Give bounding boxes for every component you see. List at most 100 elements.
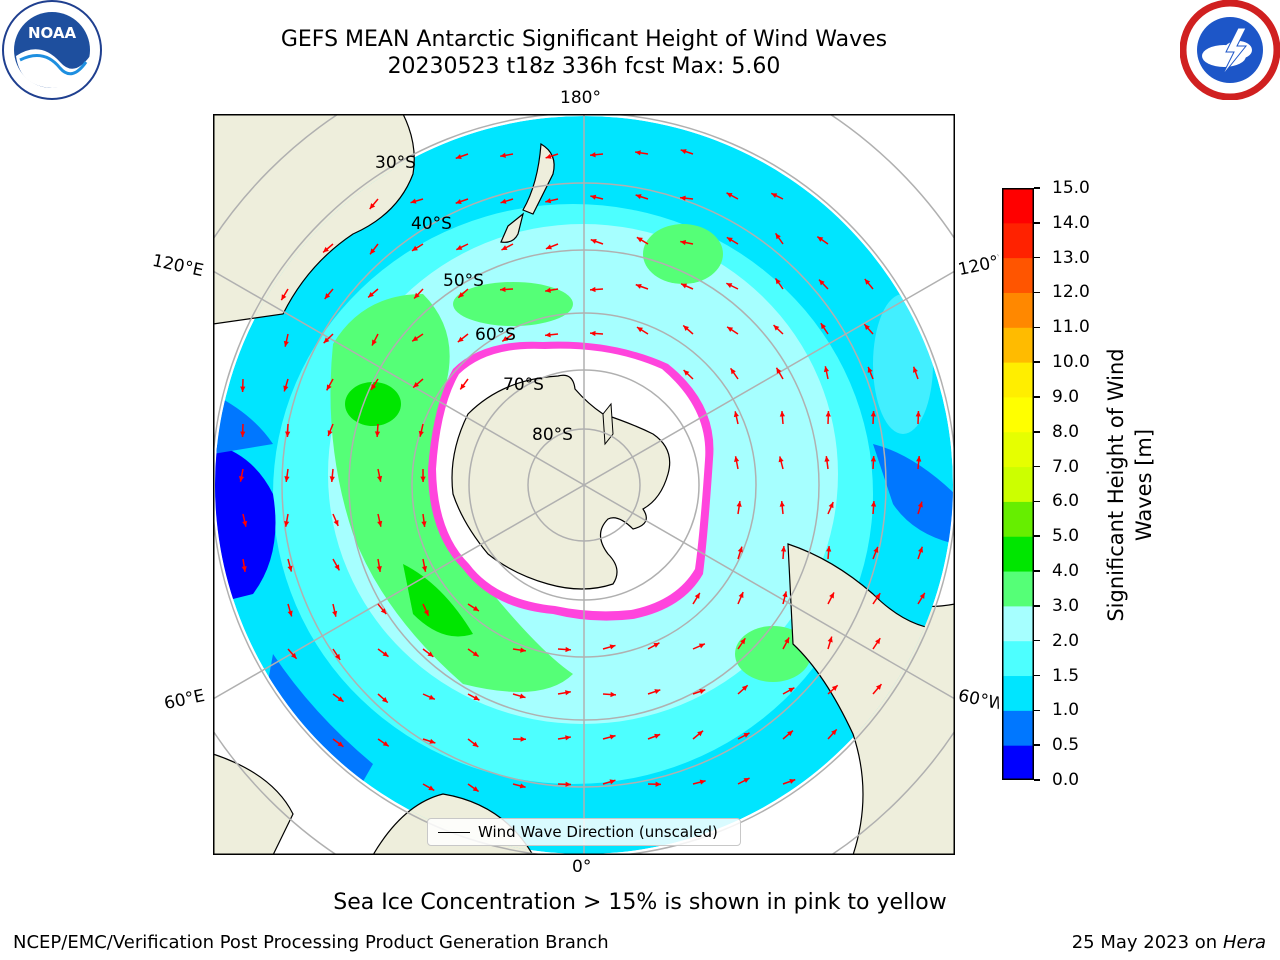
wind-wave-arrowhead <box>771 193 778 199</box>
wind-wave-arrowhead <box>609 734 616 740</box>
wind-wave-arrowhead <box>726 192 733 198</box>
wind-wave-arrowhead <box>240 431 246 437</box>
colorbar-segment <box>1002 571 1034 607</box>
wind-wave-arrowhead <box>776 367 782 374</box>
polar-map: 30°S 40°S 50°S 60°S 70°S 80°S <box>213 114 955 855</box>
wind-wave-arrowhead <box>870 501 877 507</box>
wind-wave-arrowhead <box>418 430 424 437</box>
wind-wave-arrowhead <box>500 286 506 293</box>
wind-wave-arrowhead <box>281 294 287 301</box>
wind-wave-arrowhead <box>590 238 597 244</box>
wind-wave-arrowhead <box>410 198 417 204</box>
footer-org: NCEP/EMC/Verification Post Processing Pr… <box>13 932 609 953</box>
wind-wave-arrowhead <box>683 370 690 376</box>
colorbar-tick-mark <box>1034 535 1040 537</box>
wind-wave-arrowhead <box>337 741 344 747</box>
colorbar-segment <box>1002 292 1034 328</box>
wind-wave-arrowhead <box>918 546 923 553</box>
wind-wave-arrowhead <box>377 475 383 482</box>
wind-wave-arrowhead <box>609 644 616 650</box>
chart-title: GEFS MEAN Antarctic Significant Height o… <box>280 27 888 52</box>
colorbar-tick-mark <box>1034 465 1040 468</box>
wind-wave-arrowhead <box>825 411 831 417</box>
wind-wave-arrowhead <box>727 326 734 333</box>
footer-date: 25 May 2023 on Hera <box>1072 932 1266 953</box>
wind-wave-arrowhead <box>412 336 419 342</box>
wind-wave-arrowhead <box>873 546 879 553</box>
wind-wave-arrowhead <box>782 591 788 598</box>
wind-wave-arrowhead <box>545 287 551 293</box>
wind-wave-arrowhead <box>726 237 733 243</box>
wind-wave-arrowhead <box>653 642 660 648</box>
lon-label-60e: 60°E <box>162 685 207 715</box>
wind-wave-arrowhead <box>680 149 687 155</box>
wind-wave-arrowhead <box>787 730 793 737</box>
wind-wave-arrowhead <box>380 608 387 615</box>
wind-wave-arrowhead <box>545 244 552 250</box>
wind-wave-arrowhead <box>545 332 551 338</box>
wind-wave-arrowhead <box>283 385 289 392</box>
wind-wave-arrowhead <box>730 368 736 375</box>
wind-wave-arrowhead <box>428 785 435 791</box>
wind-wave-arrowhead <box>472 786 479 792</box>
wind-wave-arrowhead <box>726 283 733 288</box>
wind-wave-arrowhead <box>238 475 245 482</box>
wind-wave-arrowhead <box>520 736 526 742</box>
colorbar-tick-label: 0.5 <box>1052 735 1080 756</box>
wind-wave-arrowhead <box>287 610 293 617</box>
wind-wave-arrowhead <box>789 778 796 784</box>
colorbar-tick-mark <box>1034 361 1040 363</box>
wind-wave-arrowhead <box>654 733 661 739</box>
wind-wave-arrowhead <box>372 339 377 346</box>
lat-label-50: 50°S <box>443 271 484 291</box>
wind-wave-arrowhead <box>775 233 781 240</box>
wind-wave-arrowhead <box>870 456 877 462</box>
colorbar-tick-label: 4.0 <box>1052 561 1080 582</box>
graticule <box>213 114 955 855</box>
wind-wave-arrowhead <box>413 382 419 388</box>
chart-subtitle: 20230523 t18z 336h fcst Max: 5.60 <box>387 54 781 79</box>
noaa-logo: NOAA <box>2 0 102 100</box>
wind-wave-arrowhead <box>370 248 376 255</box>
wind-wave-arrowhead <box>820 323 826 330</box>
wind-wave-arrowhead <box>635 150 641 156</box>
colorbar-tick-label: 0.0 <box>1052 770 1080 790</box>
colorbar-segment <box>1002 396 1034 433</box>
wind-wave-arrowhead <box>423 609 429 616</box>
colorbar-tick-mark <box>1034 570 1040 572</box>
wind-wave-arrowhead <box>829 592 834 599</box>
wind-wave-arrowhead <box>636 237 643 243</box>
wind-wave-arrowhead <box>779 501 785 507</box>
wind-wave-arrowhead <box>741 685 748 691</box>
wind-wave-arrowhead <box>828 502 834 509</box>
colorbar-tick-label: 1.5 <box>1052 665 1080 686</box>
wind-wave-arrowhead <box>240 386 246 392</box>
colorbar-tick-label: 6.0 <box>1052 491 1080 512</box>
wind-wave-arrowhead <box>590 152 596 158</box>
lat-label-60: 60°S <box>475 325 516 345</box>
wind-wave-arrowhead <box>775 278 781 285</box>
colorbar-tick-mark <box>1034 779 1040 781</box>
wind-wave-arrowhead <box>472 741 479 747</box>
wind-wave-arrowhead <box>867 366 873 373</box>
wind-wave-arrowhead <box>784 637 790 644</box>
lat-label-70: 70°S <box>503 375 544 395</box>
wind-wave-arrowhead <box>501 245 508 251</box>
wind-wave-arrowhead <box>827 636 833 643</box>
wind-wave-arrowhead <box>565 646 571 653</box>
map-legend: Wind Wave Direction (unscaled) <box>427 818 741 846</box>
wind-wave-arrowhead <box>456 245 463 250</box>
wind-wave-arrowhead <box>697 730 704 737</box>
wind-wave-arrowhead <box>590 330 596 337</box>
wind-wave-arrowhead <box>502 336 509 342</box>
wind-wave-arrowhead <box>778 456 784 463</box>
colorbar-tick-mark <box>1034 744 1040 746</box>
colorbar-tick-label: 11.0 <box>1052 317 1090 338</box>
colorbar-tick-mark <box>1034 187 1040 189</box>
wind-wave-arrowhead <box>565 690 571 696</box>
wind-wave-arrowhead <box>519 693 526 699</box>
colorbar-segment <box>1002 188 1034 224</box>
legend-label: Wind Wave Direction (unscaled) <box>478 823 718 841</box>
lat-label-30: 30°S <box>375 153 416 173</box>
colorbar-segment <box>1002 675 1034 711</box>
